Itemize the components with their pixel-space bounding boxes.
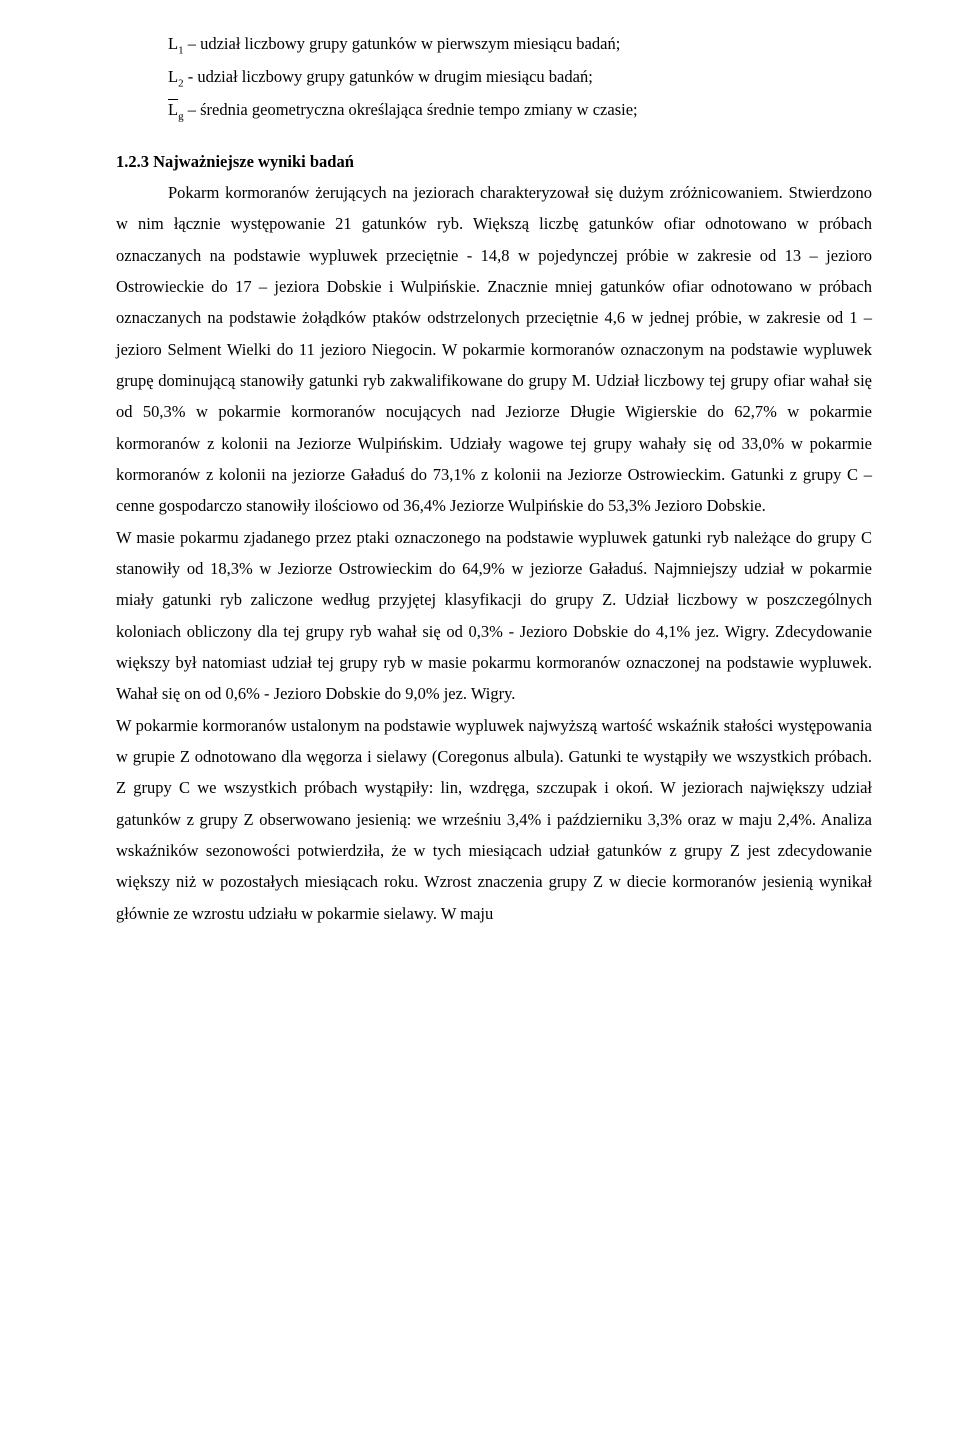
paragraph-2: W masie pokarmu zjadanego przez ptaki oz… [116,522,872,710]
paragraph-1: Pokarm kormoranów żerujących na jeziorac… [116,177,872,522]
definition-l2: L2 - udział liczbowy grupy gatunków w dr… [116,61,872,94]
body-text-block: Pokarm kormoranów żerujących na jeziorac… [116,177,872,929]
definitions-block: L1 – udział liczbowy grupy gatunków w pi… [116,28,872,128]
p1-text: Pokarm kormoranów żerujących na jeziorac… [116,183,872,515]
paragraph-3: W pokarmie kormoranów ustalonym na podst… [116,710,872,929]
def-lg-text: – średnia geometryczna określająca średn… [184,100,638,119]
def-l1-text: udział liczbowy grupy gatunków w pierwsz… [200,34,620,53]
definition-lg: Lg – średnia geometryczna określająca śr… [116,94,872,127]
definition-l1: L1 – udział liczbowy grupy gatunków w pi… [116,28,872,61]
section-heading: 1.2.3 Najważniejsze wyniki badań [116,146,872,177]
def-l2-text: udział liczbowy grupy gatunków w drugim … [197,67,592,86]
